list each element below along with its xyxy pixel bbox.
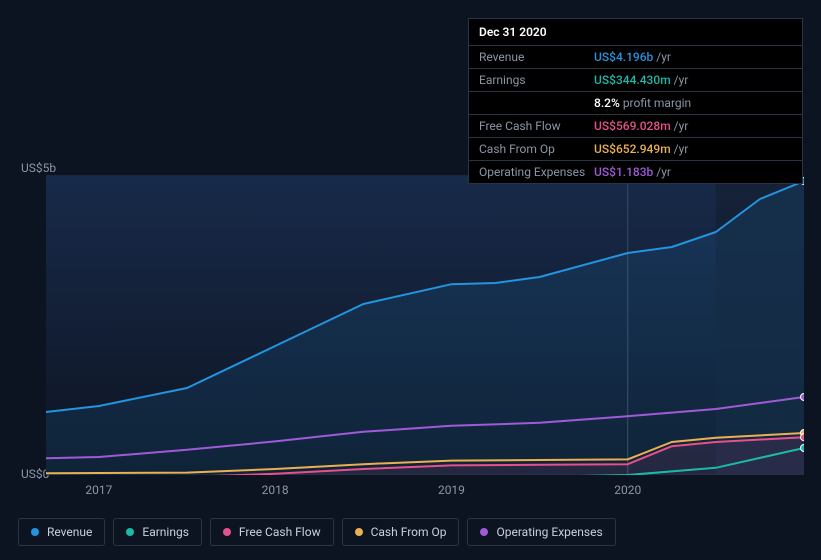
tooltip-metric-label: Cash From Op	[479, 142, 594, 156]
legend-dot-icon	[355, 528, 363, 536]
tooltip-metric-label: Earnings	[479, 73, 594, 87]
x-axis-tick-label: 2017	[85, 483, 112, 497]
tooltip-metric-suffix: /yr	[674, 142, 689, 156]
tooltip-metric-label: Free Cash Flow	[479, 119, 594, 133]
tooltip-row: RevenueUS$4.196b/yr	[469, 46, 802, 69]
x-axis-tick-label: 2019	[438, 483, 465, 497]
tooltip-metric-label: Operating Expenses	[479, 165, 594, 179]
tooltip-metric-value: US$652.949m	[594, 142, 671, 156]
tooltip-rows: RevenueUS$4.196b/yrEarningsUS$344.430m/y…	[469, 46, 802, 183]
tooltip-row: Operating ExpensesUS$1.183b/yr	[469, 161, 802, 183]
line-chart[interactable]	[46, 175, 804, 475]
tooltip-metric-suffix: /yr	[674, 73, 689, 87]
legend-label: Free Cash Flow	[239, 525, 321, 539]
tooltip-row: Cash From OpUS$652.949m/yr	[469, 138, 802, 161]
legend-item-free-cash-flow[interactable]: Free Cash Flow	[210, 518, 334, 546]
legend-label: Earnings	[142, 525, 189, 539]
legend-label: Cash From Op	[371, 525, 447, 539]
x-axis-tick-label: 2018	[262, 483, 289, 497]
legend-dot-icon	[126, 528, 134, 536]
tooltip-metric-value: US$4.196b	[594, 50, 653, 64]
x-axis-tick-label: 2020	[614, 483, 641, 497]
legend-label: Revenue	[47, 525, 92, 539]
y-axis-max-label: US$5b	[21, 161, 56, 175]
legend-item-revenue[interactable]: Revenue	[18, 518, 105, 546]
tooltip-metric-suffix: /yr	[656, 165, 671, 179]
chart-tooltip: Dec 31 2020 RevenueUS$4.196b/yrEarningsU…	[468, 18, 803, 184]
tooltip-metric-suffix: profit margin	[623, 96, 691, 110]
tooltip-row: EarningsUS$344.430m/yr	[469, 69, 802, 92]
tooltip-metric-suffix: /yr	[656, 50, 671, 64]
tooltip-metric-label: Revenue	[479, 50, 594, 64]
tooltip-metric-value: US$344.430m	[594, 73, 671, 87]
tooltip-metric-value: 8.2%	[594, 96, 620, 110]
legend-item-cash-from-op[interactable]: Cash From Op	[342, 518, 460, 546]
tooltip-metric-suffix: /yr	[674, 119, 689, 133]
legend-dot-icon	[223, 528, 231, 536]
tooltip-date: Dec 31 2020	[469, 19, 802, 46]
x-axis-labels: 2017 2018 2019 2020	[46, 483, 804, 499]
legend-item-earnings[interactable]: Earnings	[113, 518, 202, 546]
legend-item-operating-expenses[interactable]: Operating Expenses	[467, 518, 615, 546]
chart-area: US$5b US$0 2017201820192020	[18, 155, 804, 505]
chart-legend: Revenue Earnings Free Cash Flow Cash From O…	[18, 518, 616, 546]
tooltip-row: 8.2%profit margin	[469, 92, 802, 115]
tooltip-metric-value: US$1.183b	[594, 165, 653, 179]
legend-dot-icon	[31, 528, 39, 536]
legend-label: Operating Expenses	[496, 525, 602, 539]
legend-dot-icon	[480, 528, 488, 536]
tooltip-metric-value: US$569.028m	[594, 119, 671, 133]
tooltip-row: Free Cash FlowUS$569.028m/yr	[469, 115, 802, 138]
